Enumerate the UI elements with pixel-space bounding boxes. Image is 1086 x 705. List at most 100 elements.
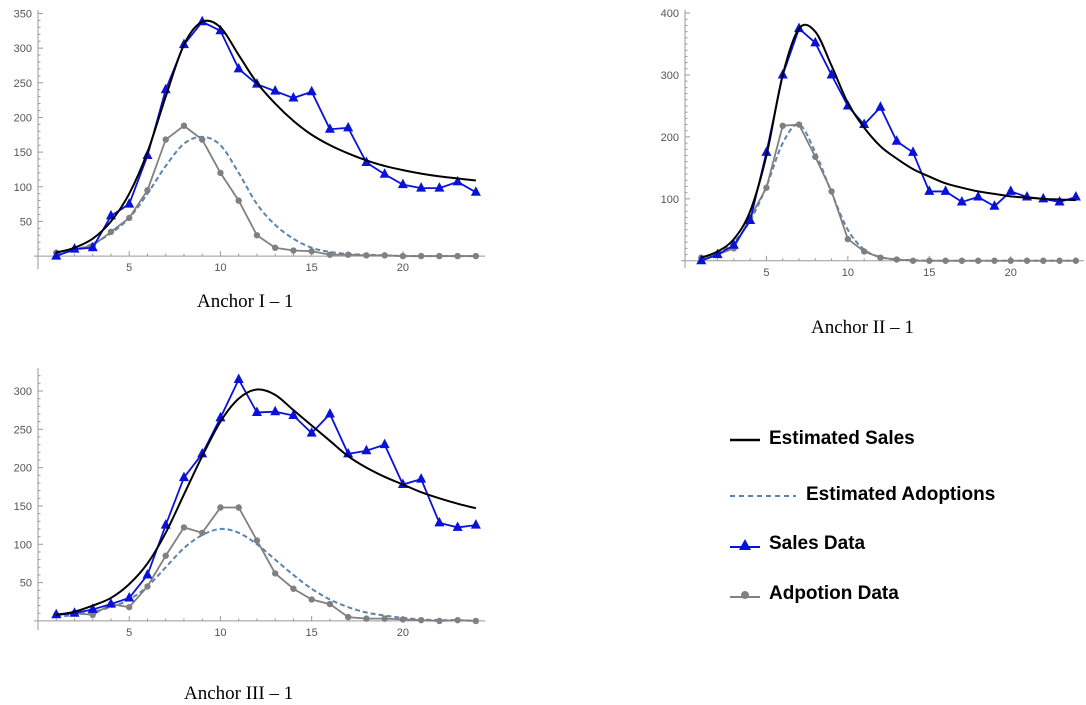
y-tick-label: 100	[14, 539, 32, 551]
data-point-circle	[436, 252, 443, 260]
legend-item-estimated-sales: Estimated Sales	[724, 426, 1064, 452]
x-tick-label: 20	[1005, 267, 1017, 279]
data-point-circle	[454, 616, 461, 624]
data-point-triangle	[288, 92, 299, 102]
data-point-triangle	[1005, 185, 1016, 195]
data-point-circle	[199, 529, 206, 536]
data-point-circle	[828, 188, 835, 195]
data-point-circle	[326, 251, 334, 258]
data-point-triangle	[989, 200, 1000, 210]
axes: 50 100 150 200 250 300 5 10 15 20	[14, 368, 485, 639]
data-point-circle	[344, 251, 352, 258]
y-tick-label: 100	[661, 194, 679, 206]
data-point-triangle	[124, 591, 135, 602]
data-point-triangle	[251, 406, 262, 416]
data-point-circle	[271, 244, 279, 251]
legend-item-sales-data: Sales Data	[724, 531, 1064, 557]
data-point-circle	[942, 257, 949, 264]
y-tick-label: 200	[14, 463, 32, 475]
data-point-triangle	[696, 254, 707, 265]
x-tick-label: 10	[842, 267, 854, 279]
data-point-triangle	[470, 519, 481, 529]
data-point-triangle	[233, 62, 244, 73]
data-point-triangle	[452, 521, 463, 531]
data-point-triangle	[197, 447, 208, 458]
data-point-triangle	[288, 409, 299, 420]
data-point-triangle	[745, 214, 756, 225]
data-point-circle	[417, 616, 425, 624]
data-point-triangle	[397, 178, 408, 189]
data-point-triangle	[324, 123, 335, 133]
series-sales-data	[51, 373, 481, 619]
series-estimated-sales	[55, 19, 476, 254]
series-adpotion-data	[53, 504, 480, 625]
x-tick-label: 15	[306, 262, 318, 274]
x-tick-label: 15	[923, 267, 935, 279]
data-point-circle	[180, 524, 188, 531]
data-point-triangle	[875, 101, 886, 111]
data-point-circle	[363, 252, 370, 259]
data-point-triangle	[87, 603, 98, 613]
data-point-circle	[381, 615, 388, 622]
legend-label: Estimated Adoptions	[806, 484, 996, 505]
data-point-circle	[991, 257, 998, 264]
data-point-circle	[779, 122, 786, 129]
data-point-circle	[399, 252, 407, 260]
data-point-circle	[217, 169, 224, 177]
chart-anchor-iii: 50 100 150 200 250 300 5 10 15 20	[14, 368, 485, 639]
data-point-triangle	[379, 168, 390, 178]
data-point-circle	[958, 257, 966, 264]
y-tick-label: 200	[14, 112, 32, 124]
series-sales-data	[696, 22, 1081, 265]
x-tick-label: 10	[214, 627, 226, 639]
y-tick-label: 150	[14, 147, 32, 159]
series-line	[56, 377, 476, 616]
legend-item-adoption-data: Adpotion Data	[724, 581, 1064, 607]
data-point-triangle	[306, 427, 317, 437]
data-point-triangle	[324, 407, 335, 418]
data-point-circle	[89, 611, 96, 619]
chart-panel-anchor-ii: 100 200 300 400 5 10 15 20	[0, 0, 1086, 279]
data-point-circle	[126, 603, 133, 611]
y-tick-label: 250	[14, 78, 32, 90]
data-point-triangle	[361, 444, 372, 455]
legend-line-dashed-icon	[730, 495, 796, 497]
data-point-circle	[253, 537, 261, 544]
data-point-triangle	[142, 568, 153, 579]
data-point-circle	[162, 552, 169, 559]
data-point-circle	[472, 617, 480, 625]
data-point-triangle	[434, 516, 445, 527]
chart-caption-anchor-i: Anchor I – 1	[197, 291, 294, 312]
data-point-triangle	[178, 471, 189, 482]
x-tick-label: 5	[763, 267, 769, 279]
data-point-triangle	[105, 598, 116, 608]
data-point-triangle	[1070, 190, 1081, 201]
data-point-circle	[107, 228, 115, 236]
data-point-triangle	[343, 121, 354, 132]
data-point-triangle	[470, 186, 481, 196]
x-tick-label: 15	[306, 627, 318, 639]
chart-legend: Estimated Sales Estimated Adoptions Sale…	[724, 426, 1064, 616]
data-point-circle	[909, 257, 917, 264]
y-tick-label: 300	[661, 70, 679, 82]
data-point-triangle	[51, 250, 62, 260]
data-point-circle	[271, 570, 279, 577]
data-point-triangle	[924, 185, 935, 195]
data-point-triangle	[87, 241, 98, 252]
legend-circle-marker-icon	[730, 591, 760, 599]
x-tick-label: 10	[214, 262, 226, 274]
data-point-circle	[162, 136, 169, 143]
x-tick-label: 5	[126, 627, 132, 639]
series-sales-data	[51, 15, 481, 260]
data-point-triangle	[1054, 195, 1065, 206]
data-point-circle	[926, 257, 933, 264]
x-tick-label: 20	[397, 627, 409, 639]
data-point-triangle	[270, 405, 281, 416]
data-point-triangle	[306, 85, 317, 96]
data-point-triangle	[956, 195, 967, 206]
series-line	[55, 19, 476, 254]
chart-anchor-ii: 100 200 300 400 5 10 15 20	[661, 8, 1084, 279]
data-point-circle	[763, 184, 770, 191]
data-point-circle	[253, 232, 261, 239]
data-point-circle	[217, 504, 224, 511]
